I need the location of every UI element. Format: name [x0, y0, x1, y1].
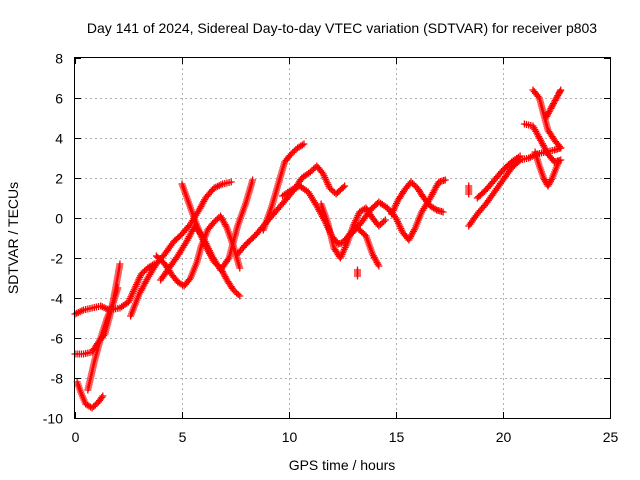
data-point: [99, 392, 107, 400]
data-point: [91, 401, 99, 409]
data-point: [326, 184, 334, 192]
data-point: [353, 266, 361, 274]
data-point: [210, 218, 218, 226]
data-point: [439, 208, 447, 216]
data-point: [298, 141, 306, 149]
x-tick-label: 5: [179, 429, 187, 445]
x-tick-label: 10: [282, 429, 298, 445]
data-point: [378, 219, 386, 227]
data-point: [141, 267, 149, 275]
data-point: [407, 178, 415, 186]
data-point: [380, 218, 388, 225]
y-tick-label: -8: [51, 371, 64, 387]
y-tick-label: 2: [55, 171, 63, 187]
data-point: [410, 181, 418, 189]
data-point: [555, 142, 563, 150]
data-point: [233, 289, 241, 297]
x-axis: 0 5 10 15 20 25: [72, 58, 619, 445]
data-point: [287, 150, 295, 158]
data-point: [465, 190, 473, 198]
data-point: [327, 186, 335, 193]
data-point: [441, 176, 449, 184]
data-point: [329, 187, 337, 195]
data-markers: [71, 86, 565, 412]
grid: [75, 58, 610, 418]
data-point: [375, 262, 383, 270]
data-point: [381, 216, 389, 224]
y-tick-label: -2: [51, 251, 64, 267]
data-point: [116, 260, 124, 268]
data-point: [231, 288, 239, 295]
y-axis-label: SDTVAR / TECUs: [5, 182, 21, 294]
y-tick-label: -10: [43, 411, 63, 427]
data-point: [556, 87, 564, 95]
x-tick-label: 20: [496, 429, 512, 445]
data-point: [557, 144, 565, 152]
x-tick-label: 15: [389, 429, 405, 445]
data-point: [339, 183, 347, 191]
data-point: [555, 158, 563, 166]
plot-frame: [74, 57, 611, 419]
data-point: [409, 180, 417, 187]
data-point: [137, 270, 145, 278]
data-point: [290, 147, 298, 155]
data-point: [236, 292, 244, 300]
data-point: [306, 168, 314, 176]
y-tick-label: 6: [55, 91, 63, 107]
data-point: [308, 167, 316, 174]
data-point: [234, 291, 242, 298]
data-point: [547, 176, 555, 184]
data-point: [114, 284, 122, 292]
data-point: [90, 403, 98, 410]
data-point: [139, 269, 147, 276]
data-point: [341, 182, 349, 190]
x-tick-label: 0: [72, 429, 80, 445]
y-tick-label: 8: [55, 51, 63, 67]
data-point: [212, 217, 220, 224]
x-tick-label: 25: [603, 429, 619, 445]
y-tick-label: -6: [51, 331, 64, 347]
data-point: [376, 221, 384, 228]
data-point: [289, 149, 297, 156]
y-axis: -10 -8 -6 -4 -2 0 2 4 6 8: [43, 51, 610, 427]
data-point: [227, 178, 235, 186]
data-point: [300, 140, 308, 148]
data-point: [375, 222, 383, 230]
data-point: [229, 286, 237, 294]
data-point: [516, 152, 524, 160]
data-point: [557, 86, 565, 94]
y-tick-label: -4: [51, 291, 64, 307]
data-point: [98, 394, 106, 401]
data-point: [185, 276, 193, 284]
data-point: [249, 176, 257, 184]
data-point: [534, 92, 542, 100]
chart-title: Day 141 of 2024, Sidereal Day-to-day VTE…: [87, 20, 597, 36]
x-axis-label: GPS time / hours: [289, 457, 396, 473]
data-point: [88, 404, 96, 412]
y-tick-label: 0: [55, 211, 63, 227]
data-point: [431, 205, 439, 213]
y-tick-label: 4: [55, 131, 63, 147]
data-point: [236, 264, 244, 272]
